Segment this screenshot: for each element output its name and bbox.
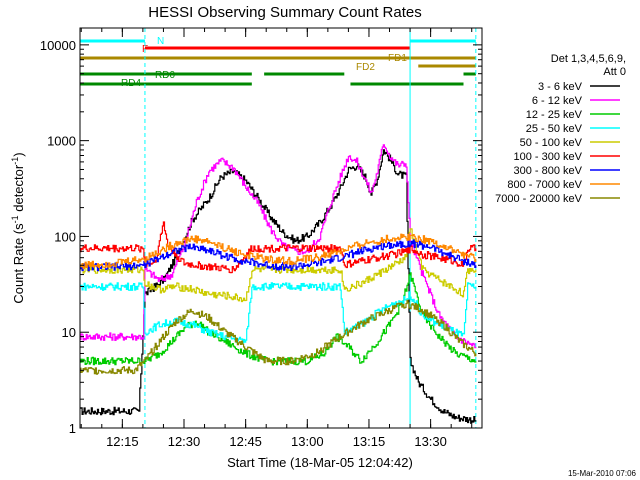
flag-label: N [157, 36, 164, 47]
plot-frame [79, 27, 483, 429]
y-tick-label: 1 [69, 421, 76, 436]
ylabel-sup-2: -1 [10, 157, 20, 165]
legend-header-2: Att 0 [603, 66, 626, 78]
x-axis-label: Start Time (18-Mar-05 12:04:42) [227, 455, 413, 470]
y-tick-label: 1000 [47, 134, 76, 149]
x-tick-label: 12:15 [106, 434, 139, 449]
legend-entry: 3 - 6 keV [538, 81, 583, 93]
series-line [80, 149, 477, 424]
flag-labels: NFFD1FD2RD0RD4 [121, 36, 407, 89]
chart-title: HESSI Observing Summary Count Rates [148, 4, 421, 21]
legend-entry: 800 - 7000 keV [507, 179, 582, 191]
series-line [80, 299, 477, 375]
ylabel-sup-1: -1 [10, 215, 20, 223]
footer-timestamp: 15-Mar-2010 07:06 [568, 469, 637, 478]
legend-entry: 300 - 800 keV [514, 165, 583, 177]
x-axis-ticks: 12:15 12:30 12:45 13:00 13:15 13:30 [80, 28, 473, 449]
legend: 3 - 6 keV 6 - 12 keV 12 - 25 keV 25 - 50 ke… [495, 81, 620, 205]
ylabel-part-2: detector [11, 164, 26, 215]
y-tick-label: 10 [62, 325, 76, 340]
series-line [80, 239, 477, 272]
legend-entry: 7000 - 20000 keV [495, 193, 583, 205]
y-axis-label: Count Rate (s-1 detector-1) [10, 152, 26, 303]
x-tick-label: 13:15 [353, 434, 386, 449]
flag-label: FD2 [356, 62, 375, 73]
legend-entry: 50 - 100 keV [520, 137, 583, 149]
flag-label: RD0 [155, 70, 175, 81]
legend-entry: 12 - 25 keV [526, 109, 583, 121]
flag-label: FD1 [388, 53, 407, 64]
legend-entry: 100 - 300 keV [514, 151, 583, 163]
y-axis-ticks: 1 10 100 1000 10000 [40, 38, 482, 436]
legend-header-1: Det 1,3,4,5,6,9, [551, 53, 626, 65]
flag-label: RD4 [121, 78, 141, 89]
ylabel-part-1: Count Rate (s [11, 223, 26, 304]
legend-entry: 25 - 50 keV [526, 123, 583, 135]
legend-entry: 6 - 12 keV [532, 95, 583, 107]
x-tick-label: 13:30 [414, 434, 447, 449]
x-tick-label: 12:30 [168, 434, 201, 449]
ylabel-part-3: ) [11, 152, 26, 156]
series-line [80, 233, 477, 270]
series-line [80, 282, 477, 344]
series-lines [80, 144, 477, 424]
y-tick-label: 100 [54, 229, 76, 244]
x-tick-label: 13:00 [291, 434, 324, 449]
x-tick-label: 12:45 [229, 434, 262, 449]
y-tick-label: 10000 [40, 38, 76, 53]
